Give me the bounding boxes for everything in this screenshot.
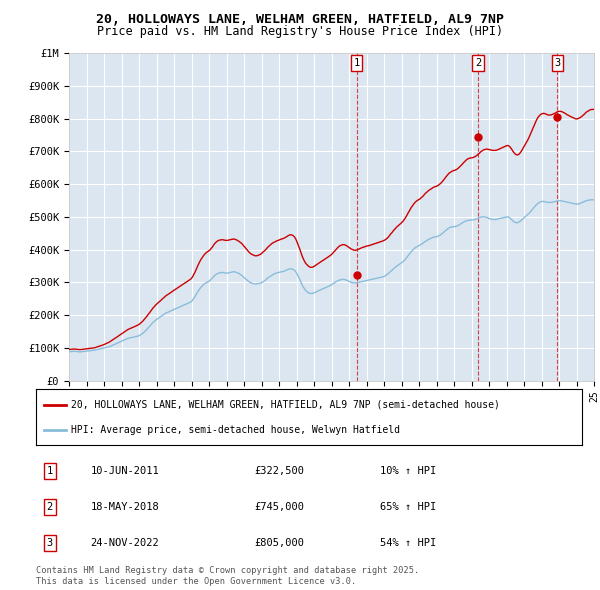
Text: 20, HOLLOWAYS LANE, WELHAM GREEN, HATFIELD, AL9 7NP: 20, HOLLOWAYS LANE, WELHAM GREEN, HATFIE… (96, 13, 504, 26)
Text: 65% ↑ HPI: 65% ↑ HPI (380, 502, 436, 512)
Text: £805,000: £805,000 (254, 538, 304, 548)
Text: 1: 1 (47, 466, 53, 476)
Text: 2: 2 (475, 58, 481, 68)
Text: 1: 1 (353, 58, 360, 68)
Text: 3: 3 (554, 58, 560, 68)
Text: 18-MAY-2018: 18-MAY-2018 (91, 502, 160, 512)
Text: 20, HOLLOWAYS LANE, WELHAM GREEN, HATFIELD, AL9 7NP (semi-detached house): 20, HOLLOWAYS LANE, WELHAM GREEN, HATFIE… (71, 399, 500, 409)
Text: 2: 2 (47, 502, 53, 512)
Text: 10% ↑ HPI: 10% ↑ HPI (380, 466, 436, 476)
Text: £322,500: £322,500 (254, 466, 304, 476)
Text: Price paid vs. HM Land Registry's House Price Index (HPI): Price paid vs. HM Land Registry's House … (97, 25, 503, 38)
Text: This data is licensed under the Open Government Licence v3.0.: This data is licensed under the Open Gov… (36, 577, 356, 586)
Text: Contains HM Land Registry data © Crown copyright and database right 2025.: Contains HM Land Registry data © Crown c… (36, 566, 419, 575)
Text: 10-JUN-2011: 10-JUN-2011 (91, 466, 160, 476)
Text: HPI: Average price, semi-detached house, Welwyn Hatfield: HPI: Average price, semi-detached house,… (71, 425, 400, 435)
Text: 3: 3 (47, 538, 53, 548)
Text: £745,000: £745,000 (254, 502, 304, 512)
Text: 54% ↑ HPI: 54% ↑ HPI (380, 538, 436, 548)
Text: 24-NOV-2022: 24-NOV-2022 (91, 538, 160, 548)
